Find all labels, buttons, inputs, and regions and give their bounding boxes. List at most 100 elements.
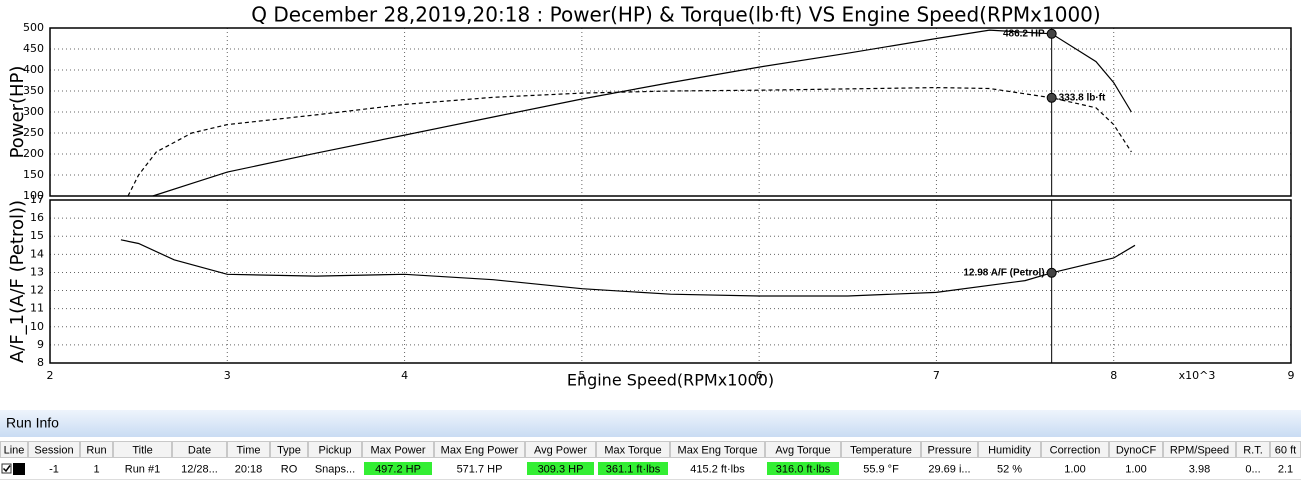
highlight-cell — [598, 462, 668, 475]
series-line — [152, 29, 1132, 197]
column-header: RPM/Speed — [1170, 444, 1229, 456]
chart-title: Q December 28,2019,20:18 : Power(HP) & T… — [251, 3, 1100, 27]
x-tick-label: 5 — [578, 369, 585, 382]
x-multiplier: x10^3 — [1179, 369, 1216, 382]
cursor-marker — [1046, 28, 1057, 39]
table-cell: 2.1 — [1278, 463, 1293, 475]
table-cell: 20:18 — [235, 463, 263, 475]
cursor-label: 12.98 A/F (Petrol) — [963, 267, 1044, 278]
highlight-cell — [527, 462, 594, 475]
y-tick-label: 8 — [37, 356, 44, 369]
panel-header — [0, 410, 1301, 437]
y-tick-label: 150 — [23, 168, 44, 181]
y-tick-label: 12 — [30, 284, 44, 297]
table-cell: 29.69 i... — [928, 463, 970, 475]
x-tick-label: 2 — [47, 369, 54, 382]
header-cell — [113, 441, 172, 458]
header-cell — [596, 441, 670, 458]
column-header: Run — [86, 444, 106, 456]
table-cell: 316.0 ft·lbs — [776, 463, 831, 475]
x-axis-label: Engine Speed(RPMx1000) — [567, 371, 774, 390]
plot-frame — [49, 27, 1292, 197]
column-header: Line — [4, 444, 25, 456]
column-header: Max Torque — [604, 444, 661, 456]
table-cell: -1 — [49, 463, 59, 475]
header-cell — [1109, 441, 1163, 458]
y-tick-label: 15 — [30, 229, 44, 242]
x-tick-label: 9 — [1288, 369, 1295, 382]
header-cell — [841, 441, 921, 458]
y-tick-label: 17 — [30, 193, 44, 206]
checkbox — [1, 463, 12, 474]
y-tick-label: 350 — [23, 84, 44, 97]
cursor-label: 333.8 lb·ft — [1059, 92, 1106, 103]
header-cell — [362, 441, 434, 458]
header-cell — [0, 441, 28, 458]
column-header: Date — [188, 444, 211, 456]
column-header: Max Eng Torque — [678, 444, 758, 456]
header-cell — [978, 441, 1041, 458]
y-tick-label: 14 — [30, 247, 44, 260]
series-line — [120, 239, 1136, 297]
highlight-cell — [767, 462, 839, 475]
column-header: DynoCF — [1116, 444, 1157, 456]
table-cell: 571.7 HP — [457, 463, 503, 475]
y-tick-label: 16 — [30, 211, 44, 224]
table-cell: RO — [281, 463, 298, 475]
cursor-label: 486.2 HP — [1003, 28, 1045, 39]
column-header: Pickup — [318, 444, 351, 456]
column-header: Max Power — [370, 444, 425, 456]
x-tick-label: 3 — [224, 369, 231, 382]
table-cell: 1.00 — [1064, 463, 1085, 475]
header-cell — [921, 441, 978, 458]
column-header: Time — [236, 444, 260, 456]
y-tick-label: 400 — [23, 63, 44, 76]
column-header: R.T. — [1243, 444, 1263, 456]
column-header: Avg Power — [534, 444, 587, 456]
header-cell — [270, 441, 308, 458]
x-tick-label: 4 — [401, 369, 408, 382]
table-cell: 3.98 — [1189, 463, 1210, 475]
column-header: Session — [34, 444, 73, 456]
x-tick-label: 6 — [756, 369, 763, 382]
y-tick-label: 450 — [23, 42, 44, 55]
header-cell — [525, 441, 596, 458]
table-cell: 1.00 — [1125, 463, 1146, 475]
table-cell: 1 — [93, 463, 99, 475]
table-cell: 0... — [1245, 463, 1260, 475]
table-cell: 497.2 HP — [375, 463, 421, 475]
column-header: Correction — [1050, 444, 1101, 456]
y-axis-label: A/F_1(A/F (Petrol)) — [7, 200, 28, 363]
x-tick-label: 8 — [1110, 369, 1117, 382]
y-tick-label: 500 — [23, 21, 44, 34]
plot-frame — [49, 199, 1292, 364]
series-line — [127, 86, 1132, 197]
header-cell — [434, 441, 525, 458]
header-cell — [80, 441, 113, 458]
y-tick-label: 250 — [23, 126, 44, 139]
table-cell: 415.2 ft·lbs — [690, 463, 745, 475]
y-tick-label: 11 — [30, 302, 44, 315]
y-tick-label: 100 — [23, 189, 44, 202]
header-cell — [172, 441, 227, 458]
column-header: Temperature — [850, 444, 912, 456]
header-cell — [1163, 441, 1236, 458]
column-header: Pressure — [927, 444, 971, 456]
column-header: Avg Torque — [775, 444, 830, 456]
table-cell: Snaps... — [315, 463, 355, 475]
table-cell: 309.3 HP — [538, 463, 584, 475]
column-header: 60 ft — [1275, 444, 1296, 456]
y-axis-label: Power(HP) — [7, 66, 28, 159]
column-header: Max Eng Power — [441, 444, 519, 456]
y-tick-label: 13 — [30, 265, 44, 278]
x-tick-label: 7 — [933, 369, 940, 382]
table-cell: 12/28... — [181, 463, 218, 475]
header-cell — [1041, 441, 1109, 458]
table-cell: 52 % — [997, 463, 1022, 475]
table-cell: 55.9 °F — [863, 463, 899, 475]
highlight-cell — [364, 462, 432, 475]
table-cell: 361.1 ft·lbs — [606, 463, 661, 475]
header-cell — [227, 441, 270, 458]
header-cell — [308, 441, 362, 458]
run-color — [13, 463, 25, 475]
